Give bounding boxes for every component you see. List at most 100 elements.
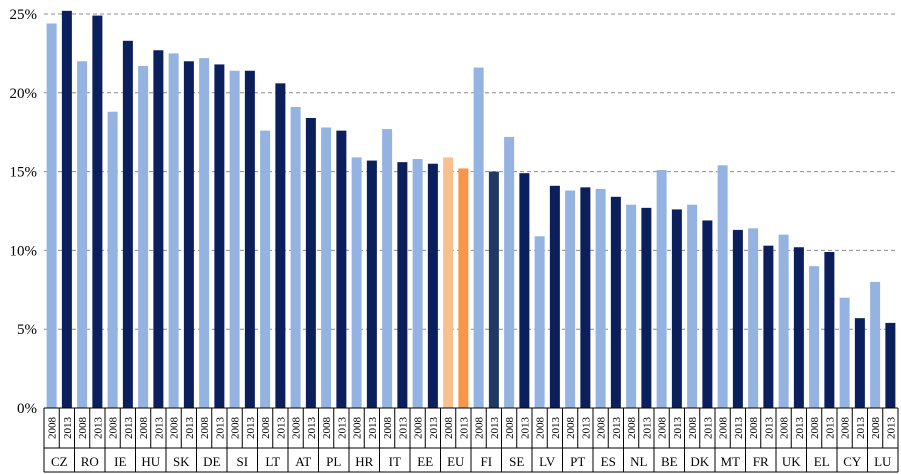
- year-label: 2013: [275, 417, 287, 440]
- bar-hu-2013: [153, 50, 164, 409]
- year-label: 2013: [184, 417, 196, 440]
- year-label: 2013: [519, 417, 531, 440]
- bar-ee-2008: [412, 158, 423, 408]
- bar-pt-2013: [580, 187, 591, 408]
- year-label: 2008: [779, 417, 791, 440]
- bar-lv-2008: [534, 236, 545, 408]
- year-label: 2008: [352, 417, 364, 440]
- country-label-uk: UK: [782, 454, 801, 469]
- bar-pl-2008: [321, 127, 332, 409]
- year-label: 2008: [199, 417, 211, 440]
- country-label-fr: FR: [753, 454, 769, 469]
- y-tick-label: 10%: [10, 243, 38, 259]
- bar-fr-2008: [748, 228, 759, 408]
- y-tick-label: 25%: [10, 7, 38, 23]
- bar-de-2008: [199, 58, 210, 409]
- bar-dk-2008: [687, 204, 698, 408]
- year-label: 2013: [672, 417, 684, 440]
- country-label-pl: PL: [326, 454, 341, 469]
- country-label-it: IT: [389, 454, 401, 469]
- year-label: 2008: [169, 417, 181, 440]
- bar-es-2013: [610, 196, 621, 408]
- year-label: 2008: [504, 417, 516, 440]
- country-label-dk: DK: [690, 454, 709, 469]
- year-label: 2013: [336, 417, 348, 440]
- year-label: 2008: [443, 417, 455, 440]
- country-label-hu: HU: [141, 454, 160, 469]
- year-label: 2013: [550, 417, 562, 440]
- x-axis: [43, 407, 899, 473]
- y-tick-label: 20%: [10, 86, 38, 102]
- bar-mt-2013: [732, 229, 743, 408]
- bar-mt-2008: [717, 165, 728, 408]
- country-label-cz: CZ: [51, 454, 68, 469]
- year-label: 2008: [748, 417, 760, 440]
- bar-nl-2013: [641, 207, 652, 408]
- bar-hr-2008: [351, 157, 362, 408]
- country-label-hr: HR: [355, 454, 373, 469]
- year-label: 2013: [123, 417, 135, 440]
- year-label: 2013: [885, 417, 897, 440]
- year-label: 2013: [580, 417, 592, 440]
- country-label-lt: LT: [265, 454, 280, 469]
- country-label-lv: LV: [539, 454, 556, 469]
- year-label: 2008: [474, 417, 486, 440]
- bar-fr-2013: [763, 245, 774, 408]
- bar-lu-2008: [870, 281, 881, 408]
- country-label-de: DE: [203, 454, 220, 469]
- country-label-cy: CY: [843, 454, 862, 469]
- bar-cz-2008: [46, 23, 57, 409]
- year-label: 2013: [489, 417, 501, 440]
- year-label: 2013: [824, 417, 836, 440]
- bar-se-2013: [519, 173, 530, 408]
- bar-pl-2013: [336, 130, 347, 408]
- bar-si-2008: [229, 70, 240, 409]
- bar-de-2013: [214, 64, 225, 408]
- bar-el-2013: [824, 251, 835, 408]
- bar-se-2008: [504, 136, 515, 409]
- year-label: 2013: [62, 417, 74, 440]
- country-label-ie: IE: [114, 454, 126, 469]
- country-label-nl: NL: [630, 454, 647, 469]
- bar-uk-2008: [778, 234, 789, 408]
- bar-ee-2013: [427, 163, 438, 408]
- year-label: 2008: [413, 417, 425, 440]
- bars: [46, 10, 896, 409]
- bar-at-2013: [305, 118, 316, 409]
- bar-be-2013: [671, 209, 682, 408]
- year-label: 2008: [291, 417, 303, 440]
- year-label: 2013: [733, 417, 745, 440]
- year-label: 2013: [428, 417, 440, 440]
- bar-lu-2013: [885, 322, 896, 408]
- year-label: 2013: [367, 417, 379, 440]
- y-tick-label: 5%: [17, 322, 37, 338]
- bar-es-2008: [595, 188, 606, 408]
- bar-hr-2013: [366, 160, 377, 408]
- year-label: 2008: [809, 417, 821, 440]
- bar-lt-2008: [260, 130, 271, 408]
- bar-it-2008: [382, 129, 393, 408]
- year-label: 2013: [214, 417, 226, 440]
- bar-ro-2013: [92, 15, 103, 409]
- year-label: 2008: [230, 417, 242, 440]
- year-label: 2013: [611, 417, 623, 440]
- bar-uk-2013: [793, 247, 804, 408]
- bar-eu-2013: [458, 168, 469, 408]
- year-label: 2008: [77, 417, 89, 440]
- bar-cy-2013: [854, 318, 865, 408]
- country-label-at: AT: [295, 454, 311, 469]
- country-label-el: EL: [814, 454, 830, 469]
- bar-sk-2013: [183, 61, 194, 408]
- bar-ie-2008: [107, 111, 118, 408]
- year-label: 2013: [397, 417, 409, 440]
- year-label: 2008: [108, 417, 120, 440]
- year-label: 2008: [870, 417, 882, 440]
- year-label: 2008: [47, 417, 59, 440]
- year-label: 2013: [641, 417, 653, 440]
- country-label-eu: EU: [447, 454, 465, 469]
- bar-dk-2013: [702, 220, 713, 408]
- year-label: 2008: [565, 417, 577, 440]
